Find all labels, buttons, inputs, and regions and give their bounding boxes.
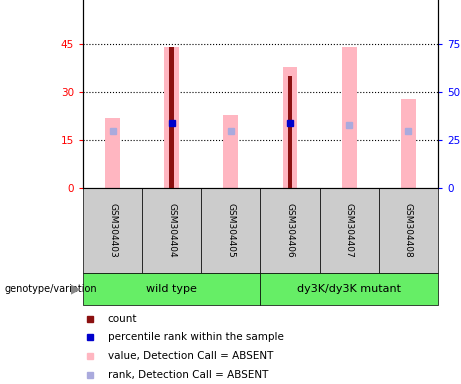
Text: GSM304406: GSM304406 bbox=[285, 203, 295, 258]
Bar bbox=[283, 66, 297, 188]
Text: rank, Detection Call = ABSENT: rank, Detection Call = ABSENT bbox=[108, 370, 268, 380]
Text: genotype/variation: genotype/variation bbox=[5, 284, 97, 294]
Bar bbox=[342, 47, 357, 188]
Bar bbox=[224, 114, 238, 188]
Bar bbox=[288, 76, 292, 188]
Text: percentile rank within the sample: percentile rank within the sample bbox=[108, 333, 284, 343]
Text: GSM304403: GSM304403 bbox=[108, 203, 117, 258]
Text: dy3K/dy3K mutant: dy3K/dy3K mutant bbox=[297, 284, 401, 294]
Bar bbox=[319, 188, 379, 273]
Text: GSM304407: GSM304407 bbox=[345, 203, 354, 258]
Bar bbox=[83, 188, 142, 273]
Text: GSM304405: GSM304405 bbox=[226, 203, 236, 258]
Bar bbox=[164, 47, 179, 188]
Text: count: count bbox=[108, 314, 137, 324]
Bar bbox=[83, 273, 260, 305]
Text: wild type: wild type bbox=[146, 284, 197, 294]
Bar bbox=[105, 118, 120, 188]
Text: value, Detection Call = ABSENT: value, Detection Call = ABSENT bbox=[108, 351, 273, 361]
Bar bbox=[201, 188, 260, 273]
Text: GSM304408: GSM304408 bbox=[404, 203, 413, 258]
Bar bbox=[401, 99, 416, 188]
Bar bbox=[379, 188, 438, 273]
Bar bbox=[260, 273, 438, 305]
Text: ▶: ▶ bbox=[71, 283, 81, 295]
Bar bbox=[142, 188, 201, 273]
Bar bbox=[260, 188, 319, 273]
Text: GSM304404: GSM304404 bbox=[167, 203, 176, 258]
Bar bbox=[169, 47, 174, 188]
